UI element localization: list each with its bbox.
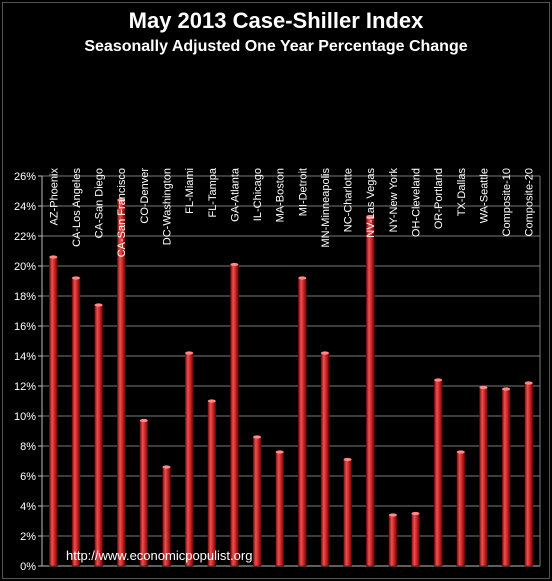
y-tick-label: 24%: [14, 201, 36, 213]
x-category-label: MI-Detroit: [297, 168, 309, 216]
bar-top-cap: [343, 457, 352, 462]
bar-top-cap: [388, 513, 397, 517]
y-axis-tick-labels: 0% 2% 4% 6% 8% 10% 12% 14% 16% 18% 20% 22% 24% 26%: [14, 171, 36, 573]
x-category-label: OH-Cleveland: [411, 168, 423, 237]
bar-top-cap: [207, 399, 216, 403]
bar-top-cap: [320, 351, 329, 355]
bar-top-cap: [253, 435, 262, 439]
y-tick-label: 14%: [14, 351, 36, 363]
bar-top-cap: [479, 385, 488, 390]
y-tick-label: 18%: [14, 291, 36, 303]
y-tick-label: 10%: [14, 411, 36, 423]
bar-top-cap: [456, 450, 465, 454]
bar-top-cap: [411, 511, 420, 516]
x-category-label: CA-San Diego: [94, 168, 106, 238]
bar-ny-new-york: [388, 514, 398, 567]
watermark-url: http://www.economicpopulist.org: [66, 548, 252, 563]
bar-ga-atlanta: [230, 264, 239, 567]
bar-mi-detroit: [298, 277, 307, 567]
x-category-label: AZ-Phoenix: [48, 168, 60, 226]
x-category-label: CO-Denver: [139, 168, 151, 224]
bar-oh-cleveland: [411, 513, 420, 567]
x-category-label: NC-Charlotte: [343, 168, 355, 232]
bar-ca-san-diego: [94, 304, 103, 567]
x-category-label: Composite-20: [524, 168, 536, 236]
bar-fl-miami: [184, 352, 194, 567]
bar-co-denver: [139, 420, 149, 567]
y-tick-label: 22%: [14, 231, 36, 243]
bar-nv-las-vegas: [365, 216, 375, 567]
bar-top-cap: [230, 262, 239, 267]
bar-il-chicago: [252, 436, 262, 567]
x-category-label: CA-San Francisco: [116, 168, 128, 257]
x-category-label: DC-Washington: [162, 168, 174, 245]
bar-top-cap: [524, 381, 533, 385]
y-tick-label: 12%: [14, 381, 36, 393]
bar-az-phoenix: [49, 256, 58, 567]
bar-top-cap: [366, 214, 375, 219]
x-category-label: CA-Los Angeles: [71, 168, 83, 247]
x-axis-category-labels: AZ-Phoenix CA-Los Angeles CA-San Diego CA-S…: [48, 167, 535, 257]
y-tick-label: 8%: [20, 441, 36, 453]
x-category-label: Composite-10: [501, 168, 513, 236]
y-tick-label: 2%: [20, 531, 36, 543]
y-tick-label: 4%: [20, 501, 36, 513]
bar-top-cap: [162, 465, 171, 469]
bar-or-portland: [433, 379, 443, 567]
bar-nc-charlotte: [343, 459, 352, 567]
bar-wa-seattle: [479, 387, 488, 567]
x-category-label: NV-Las Vegas: [365, 168, 377, 238]
bar-ca-los-angeles: [71, 277, 81, 567]
x-category-label: IL-Chicago: [252, 168, 264, 221]
x-category-label: WA-Seattle: [478, 168, 490, 223]
bar-top-cap: [117, 198, 126, 202]
x-category-label: GA-Atlanta: [229, 167, 241, 222]
x-category-label: TX-Dallas: [456, 168, 468, 217]
bar-top-cap: [434, 378, 443, 382]
y-tick-label: 20%: [14, 261, 36, 273]
y-tick-label: 6%: [20, 471, 36, 483]
x-category-label: MA-Boston: [275, 168, 287, 222]
bar-top-cap: [71, 276, 80, 280]
x-category-label: FL-Miami: [184, 168, 196, 214]
bars: [49, 198, 533, 567]
bar-top-cap: [502, 387, 511, 391]
chart-subtitle: Seasonally Adjusted One Year Percentage …: [84, 38, 468, 55]
bar-top-cap: [139, 418, 148, 423]
chart-title: May 2013 Case-Shiller Index: [128, 8, 424, 33]
bar-mn-minneapolis: [320, 352, 330, 567]
x-category-label: NY-New York: [388, 168, 400, 233]
y-tick-label: 26%: [14, 171, 36, 183]
x-category-label: MN-Minneapolis: [320, 168, 332, 248]
bar-top-cap: [94, 303, 103, 307]
bar-ma-boston: [275, 451, 284, 567]
bar-top-cap: [275, 450, 284, 454]
x-category-label: FL-Tampa: [207, 167, 219, 217]
bar-top-cap: [185, 351, 194, 355]
y-tick-label: 0%: [20, 561, 36, 573]
x-category-label: OR-Portland: [433, 168, 445, 229]
bar-fl-tampa: [207, 400, 217, 567]
bar-composite-10: [501, 388, 511, 567]
y-tick-label: 16%: [14, 321, 36, 333]
bar-top-cap: [298, 276, 307, 280]
bar-tx-dallas: [456, 451, 466, 567]
bar-top-cap: [49, 255, 58, 259]
bar-composite-20: [524, 382, 533, 567]
